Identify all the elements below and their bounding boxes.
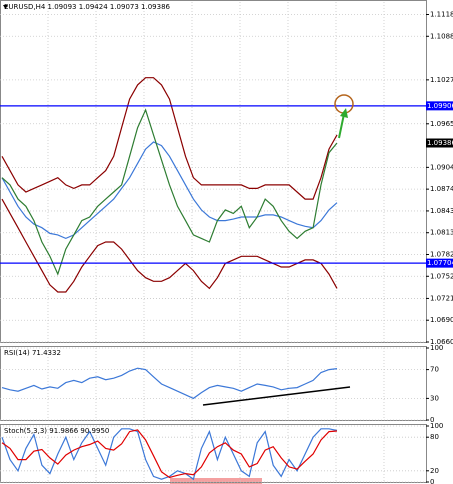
y-tick-label: 1.07520 (430, 272, 453, 280)
panel-title: RSI(14) 71.4332 (4, 349, 61, 357)
level-label: 1.09906 (427, 102, 453, 110)
y-tick-label: 0 (430, 478, 434, 484)
level-label: 1.07704 (427, 259, 453, 267)
level-label-box (426, 101, 453, 111)
y-tick-label: 100 (430, 344, 443, 352)
panel-frame (0, 0, 427, 343)
y-tick-label: 1.10880 (430, 32, 453, 40)
series-line (1, 429, 338, 479)
series-line (1, 77, 338, 200)
y-tick-label: 100 (430, 422, 443, 430)
y-tick-label: 1.11185 (430, 11, 453, 19)
panel-frame (0, 424, 427, 483)
level-label-box (426, 258, 453, 268)
y-tick-label: 20 (430, 467, 439, 475)
y-tick-label: 1.09655 (430, 120, 453, 128)
y-tick-label: 70 (430, 366, 439, 374)
y-tick-label: 1.06905 (430, 316, 453, 324)
y-tick-label: 0 (430, 416, 434, 424)
trend-line (202, 386, 351, 406)
y-tick-label: 1.08740 (430, 185, 453, 193)
y-tick-label: 80 (430, 433, 439, 441)
series-line (1, 141, 338, 240)
highlight-band (170, 478, 262, 484)
menu-arrow (3, 5, 8, 9)
panel-title: Stoch(5,3,3) 91.9866 90.9950 (4, 427, 109, 435)
panel-frame (0, 346, 427, 421)
series-line (1, 428, 338, 481)
y-tick-label: 1.08435 (430, 207, 453, 215)
y-tick-label: 1.08130 (430, 229, 453, 237)
y-tick-label: 30 (430, 394, 439, 402)
y-tick-label: 1.10270 (430, 76, 453, 84)
last-price-label: 1.09386 (427, 139, 453, 147)
series-line (1, 108, 338, 276)
series-line (1, 198, 338, 293)
last-price-box (426, 138, 453, 148)
y-tick-label: 1.06600 (430, 338, 453, 346)
arrow-head (340, 108, 348, 118)
series-line (1, 367, 338, 400)
y-tick-label: 1.07210 (430, 294, 453, 302)
panel-title: EURUSD,H4 1.09093 1.09424 1.09073 1.0938… (4, 3, 171, 11)
y-tick-label: 1.07825 (430, 251, 453, 259)
y-tick-label: 1.09045 (430, 163, 453, 171)
arrow-shaft (338, 113, 345, 139)
